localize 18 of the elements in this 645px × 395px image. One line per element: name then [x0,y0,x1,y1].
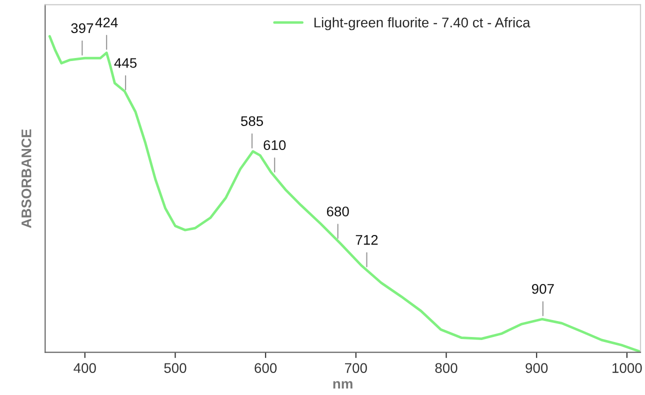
annotation: 680 [326,206,349,216]
legend-label: Light-green fluorite - 7.40 ct - Africa [314,17,530,30]
annotation: 397 [71,23,94,34]
annotation: 585 [240,116,264,126]
x-tick-label: 1000 [612,363,642,373]
annotation: 907 [532,284,554,294]
x-tick-label: 400 [74,363,96,373]
x-tick-label: 700 [345,363,367,373]
annotation: 610 [264,140,286,150]
annotation: 445 [114,58,137,68]
x-tick-label: 500 [164,363,186,373]
x-axis-title: nm [333,381,352,389]
annotation: 424 [95,18,118,28]
annotation: 712 [356,235,378,245]
x-tick-label: 600 [254,363,277,373]
y-axis-title: ABSORBANCE [21,129,32,228]
x-tick-label: 800 [435,363,458,373]
x-tick-label: 900 [526,363,548,373]
